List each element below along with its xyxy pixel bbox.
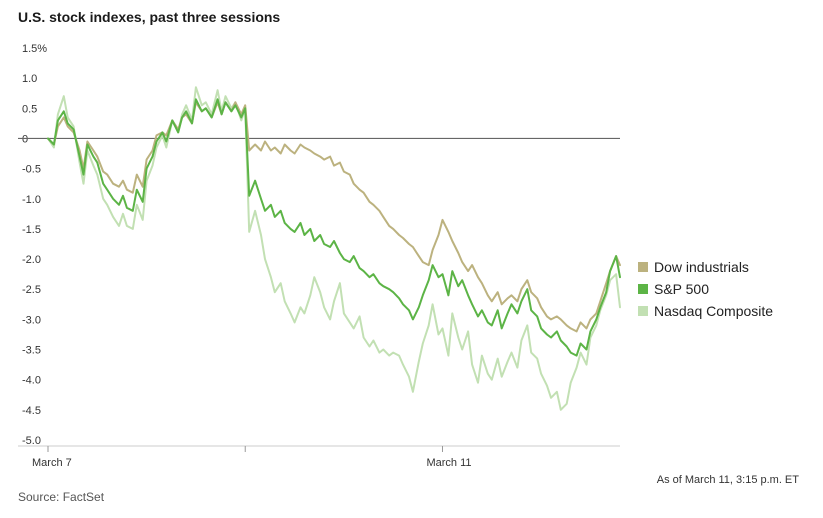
y-tick-label: -2.0 — [22, 254, 41, 266]
y-tick-label: 1.0 — [22, 73, 37, 85]
legend-swatch — [638, 262, 648, 272]
series-line-dow-industrials — [47, 101, 621, 333]
y-tick-label: -0.5 — [22, 164, 41, 176]
y-tick-label: -2.5 — [22, 284, 41, 296]
x-axis: March 7 March 11 — [18, 445, 620, 469]
source-note: Source: FactSet — [18, 490, 105, 504]
chart-title: U.S. stock indexes, past three sessions — [18, 9, 281, 25]
legend: Dow industrials S&P 500 Nasdaq Composite — [638, 259, 773, 319]
y-tick-label: -4.5 — [22, 405, 41, 417]
x-tick-label: March 7 — [32, 457, 72, 469]
y-tick-label: -4.0 — [22, 375, 41, 387]
series-line-s-p-500 — [47, 98, 621, 357]
legend-label: Nasdaq Composite — [654, 303, 773, 319]
y-tick-label: -3.0 — [22, 314, 41, 326]
legend-label: S&P 500 — [654, 281, 709, 297]
y-tick-label: -1.5 — [22, 224, 41, 236]
y-tick-label: -1.0 — [22, 194, 41, 206]
series-lines — [47, 86, 621, 411]
y-tick-label: 0.5 — [22, 103, 37, 115]
y-tick-label: -3.5 — [22, 345, 41, 357]
y-axis: 1.5% 1.0 0.5 0 -0.5 -1.0 -1.5 -2.0 -2.5 -3.0 -3.5 -… — [18, 43, 620, 447]
series-line-nasdaq-composite — [47, 86, 621, 411]
y-tick-label: -5.0 — [22, 435, 41, 447]
x-tick-label: March 11 — [426, 457, 471, 469]
y-tick-label: 1.5% — [22, 43, 47, 55]
legend-label: Dow industrials — [654, 259, 749, 275]
y-tick-label: 0 — [22, 133, 28, 145]
legend-swatch — [638, 306, 648, 316]
legend-swatch — [638, 284, 648, 294]
timestamp-note: As of March 11, 3:15 p.m. ET — [656, 474, 799, 486]
